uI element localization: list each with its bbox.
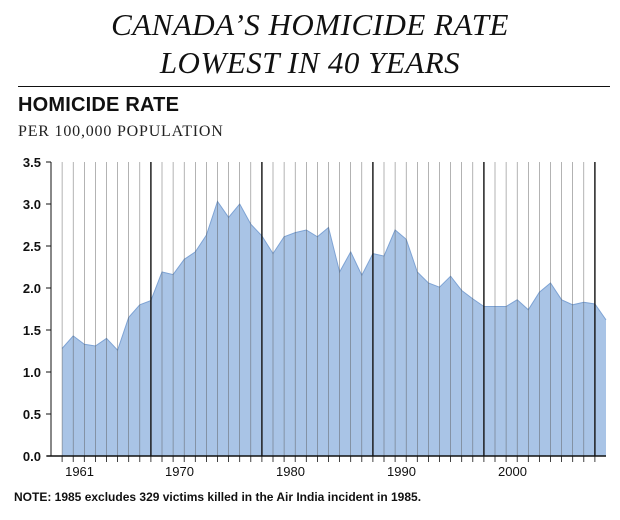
y-tick-label: 3.5 [23, 155, 41, 170]
headline-line-1: CANADA’S HOMICIDE RATE [111, 7, 509, 42]
y-tick-label: 1.5 [23, 323, 41, 338]
y-tick-label: 0.5 [23, 407, 41, 422]
headline-line-2: LOWEST IN 40 YEARS [159, 45, 461, 80]
headline: CANADA’S HOMICIDE RATE LOWEST IN 40 YEAR… [0, 6, 620, 82]
homicide-rate-area [62, 201, 607, 456]
x-tick-label: 1970 [165, 464, 194, 479]
x-tick-label: 1980 [276, 464, 305, 479]
y-tick-label: 2.0 [23, 281, 41, 296]
x-tick-label: 2000 [498, 464, 527, 479]
chart-title: HOMICIDE RATE [18, 94, 180, 116]
y-tick-label: 0.0 [23, 449, 41, 464]
chart-subtitle: PER 100,000 POPULATION [18, 123, 224, 140]
y-tick-label: 2.5 [23, 239, 41, 254]
y-tick-label: 1.0 [23, 365, 41, 380]
x-tick-label: 1961 [65, 464, 94, 479]
headline-rule [18, 86, 610, 87]
footnote: NOTE: 1985 excludes 329 victims killed i… [14, 490, 422, 504]
x-tick-label: 1990 [387, 464, 416, 479]
y-tick-label: 3.0 [23, 197, 41, 212]
homicide-rate-line [61, 200, 607, 352]
